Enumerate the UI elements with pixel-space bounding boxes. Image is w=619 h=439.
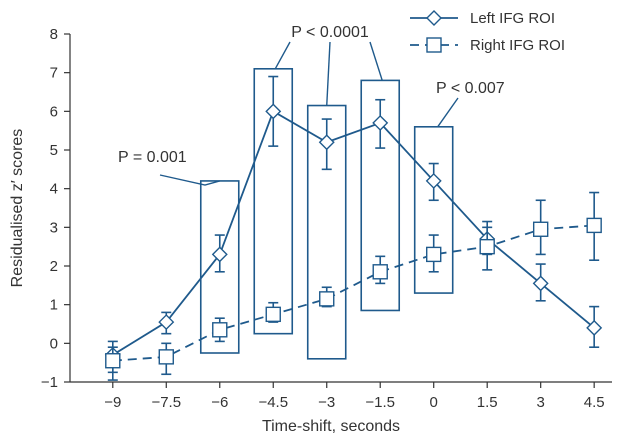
x-tick-label: −3 [318,394,335,411]
significance-box [253,68,294,335]
legend-label: Right IFG ROI [470,37,565,54]
data-point-right-ifg [265,306,281,323]
annotation-leader [369,41,383,81]
y-tick-label: 5 [50,142,58,159]
data-point-right-ifg [212,322,228,338]
x-tick-label: 1.5 [477,394,498,411]
annotation-leader [159,174,220,186]
data-point-left-ifg [586,319,603,336]
x-axis-label: Time-shift, seconds [262,418,400,435]
data-point-right-ifg [105,353,121,369]
significance-annotation: P = 0.001 [118,149,187,166]
annotation-leader [326,41,331,106]
data-point-right-ifg [479,238,495,255]
series-line-right-ifg [112,224,595,362]
data-point-right-ifg [586,217,602,234]
significance-box [360,79,401,312]
x-tick-label: 4.5 [584,394,605,411]
data-point-right-ifg [319,291,335,307]
legend-marker [426,10,442,26]
annotation-leader [274,41,291,70]
y-tick-label: 7 [50,65,58,82]
significance-annotation: P < 0.007 [436,80,505,97]
series-line-left-ifg [112,110,595,356]
y-tick-label: 8 [50,26,58,43]
y-tick-label: −1 [41,374,58,391]
data-point-left-ifg [211,246,228,263]
data-point-right-ifg [532,221,549,237]
data-point-left-ifg [532,275,549,292]
x-tick-label: −7.5 [151,394,181,411]
legend-label: Left IFG ROI [470,10,555,27]
legend-marker [426,37,442,53]
data-point-left-ifg [425,172,442,189]
data-point-left-ifg [265,103,282,120]
significance-annotation: P < 0.0001 [291,24,369,41]
y-axis-label: Residualised z′ scores [9,129,26,288]
data-point-right-ifg [158,349,174,365]
data-point-left-ifg [372,114,389,131]
data-point-right-ifg [426,246,442,263]
data-point-left-ifg [318,134,335,151]
x-tick-label: −1.5 [365,394,395,411]
y-tick-label: 6 [50,103,58,120]
significance-box [413,126,454,294]
data-point-left-ifg [158,314,175,331]
annotation-leader [437,97,459,128]
x-tick-label: −4.5 [258,394,288,411]
data-point-right-ifg [372,264,388,280]
y-tick-label: 1 [50,297,58,314]
x-tick-label: 3 [537,394,545,411]
y-tick-label: 3 [50,219,58,236]
x-tick-label: 0 [430,394,438,411]
y-tick-label: 2 [50,258,58,275]
x-tick-label: −6 [211,394,228,411]
x-tick-label: −9 [104,394,121,411]
y-tick-label: 0 [50,335,58,352]
y-tick-label: 4 [50,181,58,198]
